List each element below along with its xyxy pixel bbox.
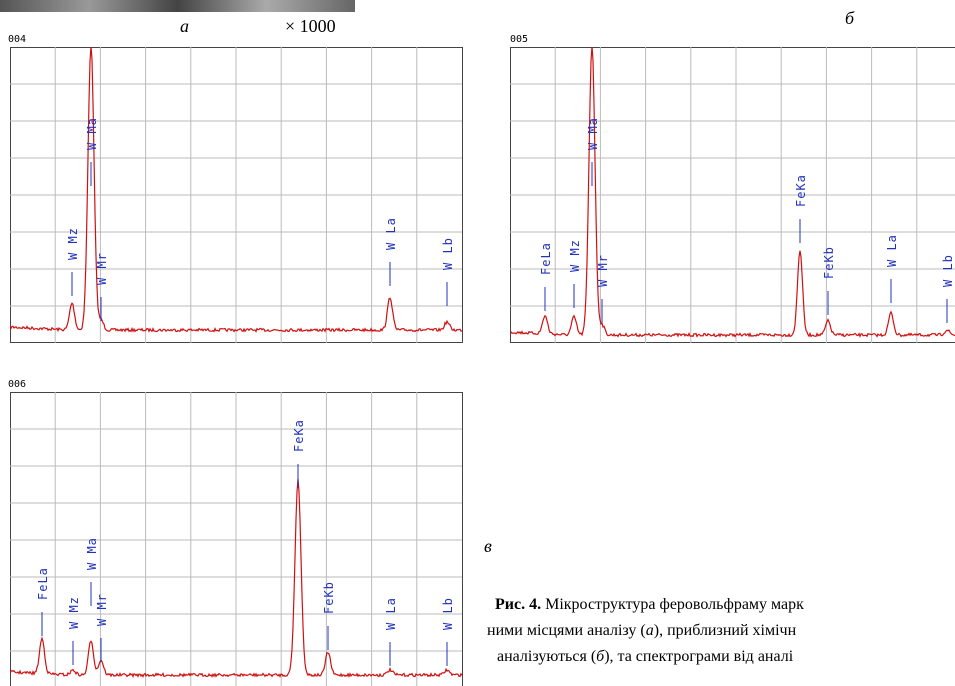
peak-label: W La [384,597,398,630]
caption-text: Мікроструктура феровольфраму марк [541,596,804,613]
caption-line: ними місцями аналізу (а), приблизний хім… [487,622,796,640]
caption-text: б [596,648,605,665]
peak-label: W Lb [441,237,455,270]
peak-label: W Ma [85,537,99,570]
peak-label: FeKb [822,246,836,279]
peak-label: FeLa [36,567,50,600]
spectrum: FeLa W Mz W Ma W Mr FeKa FeKb W La W Lb [510,47,955,343]
peak-label: W Mr [596,254,610,287]
caption-text: аналізуються ( [497,648,597,665]
panel-label: а [180,16,189,36]
peak-label: FeKa [292,419,306,452]
peak-label: FeKb [322,581,336,614]
panel-label: б [845,8,855,28]
panel-id: 005 [510,34,529,45]
caption-text: ), та спектрограми від аналі [604,648,794,665]
photo-strip [0,0,355,12]
peak-label: W Mr [95,252,109,285]
spectrum-line [510,47,955,338]
peak-label: W Mr [95,593,109,626]
peak-label: W La [885,234,899,267]
caption-text: а [645,622,654,639]
peak-label: W Mz [568,239,582,272]
magnification: × 1000 [285,16,336,36]
peak-label: FeKa [794,174,808,207]
peak-label: W Lb [941,254,955,287]
caption-line: Рис. 4. Мікроструктура феровольфраму мар… [495,596,804,614]
panel-id: 006 [8,379,27,390]
peak-label: W Ma [586,117,600,150]
caption-text: ), приблизний хімічн [653,622,797,639]
peak-label: FeLa [539,242,553,275]
peak-label: W La [384,217,398,250]
caption-line: аналізуються (б), та спектрограми від ан… [497,648,793,666]
spectrum-line [10,47,462,333]
panel-id: 004 [8,34,27,45]
caption-fig: Рис. 4. [495,596,542,613]
panel-label: в [484,536,492,556]
peak-label: W Lb [441,597,455,630]
peak-label: W Ma [85,117,99,150]
spectrum: FeLa W Mz W Ma W Mr FeKa FeKb W La W Lb [10,392,463,686]
spectrum: W Mz W Ma W Mr W La W Lb [10,47,463,343]
caption-text: ними місцями аналізу ( [487,622,646,639]
peak-label: W Mz [67,596,81,629]
peak-label: W Mz [66,227,80,260]
spectrum-line [10,478,463,679]
